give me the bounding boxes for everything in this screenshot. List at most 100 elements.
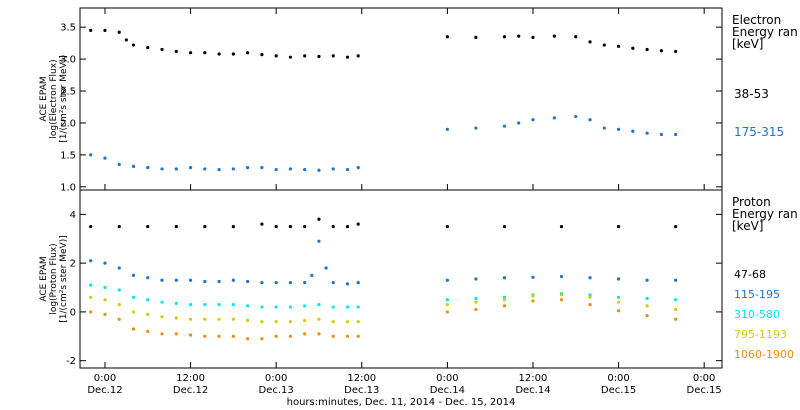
electron-data-point [474,35,478,39]
proton-data-point [174,301,178,305]
proton-data-point [616,300,621,304]
proton-data-point [588,295,592,299]
proton-ylabel-line: ACE EPAM [39,256,49,301]
proton-data-point [645,278,649,282]
electron-series-38-53 [89,28,678,59]
electron-data-point [552,34,556,38]
proton-data-point [345,334,350,338]
proton-data-point [231,224,235,229]
proton-data-point [674,317,678,321]
proton-data-point [131,273,136,277]
x-tick-time-label: 12:00 [176,373,205,384]
proton-ytick-label: 0 [70,307,76,318]
proton-panel-frame [79,189,723,369]
proton-data-point [303,332,307,336]
proton-data-point [616,309,621,313]
proton-data-point [231,303,235,307]
electron-ylabel-line: ACE EPAM [39,76,49,121]
electron-data-point [146,45,150,50]
proton-data-point [674,307,678,312]
proton-data-point [174,332,178,336]
proton-data-point [274,224,278,229]
proton-data-point [174,224,178,229]
proton-data-point [260,337,264,341]
proton-data-point [445,278,449,282]
electron-data-point [246,51,250,55]
proton-data-point [203,334,207,338]
electron-data-point [288,55,293,59]
electron-data-point [160,47,164,52]
proton-data-point [203,224,207,229]
electron-data-point [616,127,621,131]
electron-data-point [89,153,93,157]
electron-ytick-label: 3.0 [60,55,76,66]
proton-data-point [531,299,535,303]
proton-data-point [103,285,107,290]
proton-data-point [188,333,193,337]
electron-data-point [103,28,107,32]
proton-data-point [303,304,307,308]
proton-legend-title: Energy ran [732,207,798,221]
proton-data-point [356,305,360,309]
electron-data-point [89,28,93,32]
x-tick-time-label: 12:00 [347,373,376,384]
proton-data-point [117,288,121,292]
proton-data-point [246,337,250,341]
electron-data-point [188,166,193,170]
electron-data-point [131,43,136,47]
proton-data-point [89,283,93,287]
electron-data-point [317,54,321,59]
electron-data-point [474,126,478,130]
x-tick-date-label: Dec.13 [259,385,294,396]
proton-data-point [331,320,335,324]
proton-data-point [588,303,592,307]
proton-data-point [356,222,360,226]
proton-data-point [345,282,350,286]
x-tick-time-label: 0:00 [94,373,116,384]
electron-data-point [517,34,521,38]
electron-data-point [659,132,663,137]
proton-data-point [356,281,360,285]
proton-data-point [288,305,293,309]
proton-data-point [345,305,350,309]
x-tick-date-label: Dec.13 [344,385,379,396]
electron-data-point [217,52,221,56]
proton-data-point [502,298,507,302]
proton-series-795-1193 [89,293,678,324]
electron-panel: 1.0 1.5 2.0 2.5 3.0 3.5 ACE EPAM log(Electron F… [39,13,798,193]
proton-data-point [217,279,221,284]
electron-data-point [174,49,178,54]
electron-data-point [445,127,449,131]
proton-data-point [502,276,507,280]
proton-data-point [588,276,592,280]
electron-ytick-label: 2.5 [60,87,76,98]
proton-legend-entry: 1060-1900 [734,348,794,361]
proton-data-point [203,317,207,321]
proton-data-point [146,329,150,334]
proton-data-point [474,300,478,304]
proton-data-point [217,334,221,338]
proton-data-point [260,305,264,309]
electron-legend-entry: 38-53 [734,87,769,101]
proton-ylabel-line: log(Proton Flux) [49,243,59,314]
proton-data-point [146,224,150,229]
electron-data-point [356,54,360,58]
electron-data-point [303,54,307,58]
proton-data-point [246,318,250,323]
electron-data-point [574,114,578,119]
electron-ylabel-line: log(Electron Flux) [49,59,59,138]
proton-data-point [188,278,193,282]
proton-data-point [531,275,535,279]
proton-data-point [103,312,107,316]
electron-panel-frame [79,7,723,191]
electron-data-point [345,55,350,59]
proton-data-point [559,293,564,297]
electron-data-point [331,167,335,171]
electron-data-point [124,38,128,42]
proton-data-point [188,317,193,321]
electron-data-point [588,40,592,44]
electron-data-point [174,167,178,171]
proton-data-point [160,332,164,336]
proton-data-point [331,281,335,285]
proton-data-point [117,266,121,270]
